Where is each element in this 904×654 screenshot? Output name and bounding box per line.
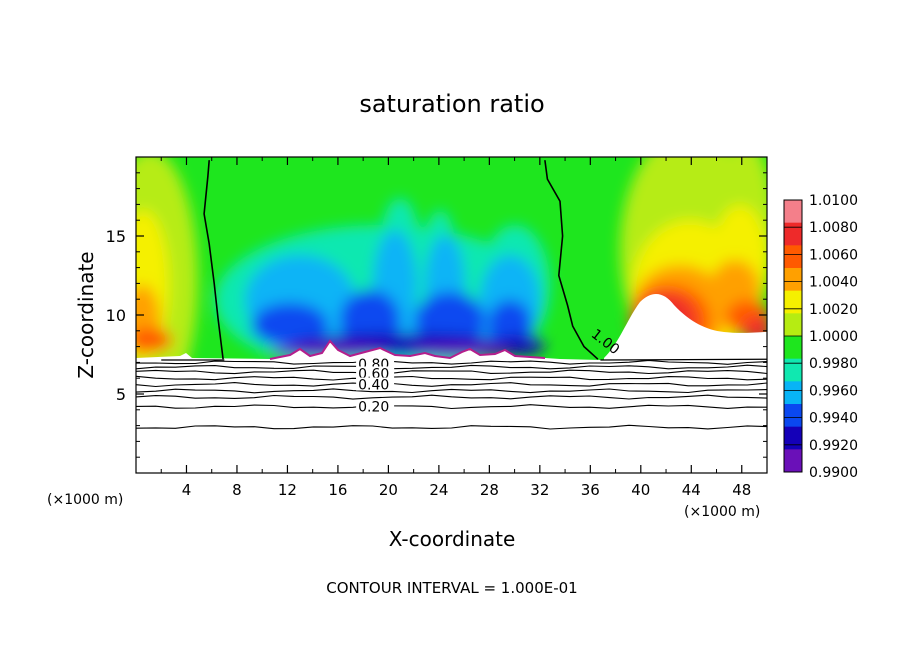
x-tick-label: 20 bbox=[379, 481, 398, 499]
cloud-base-fringe bbox=[269, 339, 546, 360]
contour-label-bg bbox=[356, 377, 395, 391]
contour-0.50 bbox=[136, 382, 767, 388]
x-tick-label: 4 bbox=[182, 481, 192, 499]
x-tick-label: 36 bbox=[581, 481, 600, 499]
y-tick-label: 10 bbox=[106, 306, 126, 325]
contour-1.00-left bbox=[203, 160, 224, 360]
colorbar-swatch bbox=[784, 449, 802, 473]
colorbar-swatch bbox=[784, 245, 802, 269]
colorbar-label: 1.0000 bbox=[809, 329, 858, 345]
colorbar-label: 0.9920 bbox=[809, 438, 858, 454]
contour-0.40 bbox=[136, 388, 767, 394]
colorbar-swatch bbox=[784, 381, 802, 405]
colorbar-label: 1.0080 bbox=[809, 220, 858, 236]
x-tick-label: 32 bbox=[530, 481, 549, 499]
colorbar-swatch bbox=[784, 268, 802, 292]
colorbar-swatch bbox=[784, 200, 802, 224]
x-tick-label: 24 bbox=[429, 481, 448, 499]
colorbar-label: 1.0060 bbox=[809, 247, 858, 263]
y-tick-label: 15 bbox=[106, 227, 126, 246]
contour-lines bbox=[136, 160, 767, 430]
contour-label-bg bbox=[356, 366, 395, 380]
colorbar-swatch bbox=[784, 290, 802, 314]
field-blob bbox=[136, 328, 172, 352]
colorbar-swatch bbox=[784, 426, 802, 450]
x-tick-label: 28 bbox=[480, 481, 499, 499]
contour-0.90 bbox=[136, 359, 767, 365]
field-blob bbox=[495, 335, 545, 355]
field-blobs bbox=[136, 157, 767, 410]
colorbar-label: 1.0040 bbox=[809, 275, 858, 291]
sub-cloud-region bbox=[136, 341, 767, 473]
contour-0.30 bbox=[136, 394, 767, 400]
x-axis-label: X-coordinate bbox=[389, 527, 516, 551]
contour-0.60 bbox=[136, 375, 767, 381]
saturation-field bbox=[136, 157, 767, 473]
right-saturated-cap bbox=[604, 294, 767, 362]
x-unit-right: (×1000 m) bbox=[684, 504, 760, 520]
colorbar-swatch bbox=[784, 222, 802, 246]
y-axis-label: Z-coordinate bbox=[74, 251, 98, 378]
x-tick-label: 48 bbox=[732, 481, 751, 499]
contour-0.10 bbox=[136, 424, 767, 430]
x-tick-label: 44 bbox=[682, 481, 701, 499]
contour-label: 0.40 bbox=[358, 378, 389, 394]
colorbar-label: 1.0100 bbox=[809, 193, 858, 209]
colorbar-swatch bbox=[784, 336, 802, 360]
colorbar-label: 0.9900 bbox=[809, 465, 858, 481]
colorbar-swatch bbox=[784, 358, 802, 382]
contour-0.20 bbox=[136, 404, 767, 410]
colorbar-swatch bbox=[784, 404, 802, 428]
contour-interval-note: CONTOUR INTERVAL = 1.000E-01 bbox=[326, 579, 577, 597]
contour-label-bg bbox=[356, 399, 395, 413]
x-tick-label: 16 bbox=[328, 481, 347, 499]
x-unit-left: (×1000 m) bbox=[47, 492, 123, 508]
x-tick-label: 12 bbox=[278, 481, 297, 499]
contour-0.80 bbox=[136, 364, 767, 370]
colorbar-label: 0.9960 bbox=[809, 383, 858, 399]
colorbar-label: 1.0020 bbox=[809, 302, 858, 318]
contour-1.00-right bbox=[544, 160, 599, 360]
colorbar-label: 0.9980 bbox=[809, 356, 858, 372]
cloud-base-contour bbox=[161, 358, 767, 361]
colorbar-label: 0.9940 bbox=[809, 411, 858, 427]
field-blob bbox=[252, 303, 328, 347]
contour-labels: 1.000.800.600.400.20 bbox=[356, 326, 622, 416]
chart-title: saturation ratio bbox=[359, 90, 544, 118]
colorbar: 1.0100 1.0080 1.0060 1.0040 1.0020 1.0000 0.99… bbox=[783, 193, 858, 481]
x-tick-label: 40 bbox=[631, 481, 650, 499]
plot-area bbox=[136, 157, 767, 473]
contour-label: 0.20 bbox=[358, 400, 389, 416]
contour-0.70 bbox=[136, 369, 767, 375]
y-tick-label: 5 bbox=[116, 385, 126, 404]
colorbar-swatch bbox=[784, 313, 802, 337]
x-tick-label: 8 bbox=[232, 481, 242, 499]
